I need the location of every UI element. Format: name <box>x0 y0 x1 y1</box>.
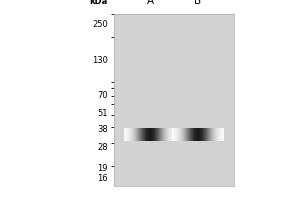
Text: 28: 28 <box>98 143 108 152</box>
Text: 19: 19 <box>98 164 108 173</box>
Text: A: A <box>146 0 154 6</box>
Text: 16: 16 <box>98 174 108 183</box>
Text: 130: 130 <box>92 56 108 65</box>
Text: kDa: kDa <box>90 0 108 6</box>
Text: 38: 38 <box>97 125 108 134</box>
Text: 250: 250 <box>92 20 108 29</box>
Text: B: B <box>194 0 202 6</box>
Text: 70: 70 <box>98 91 108 100</box>
Text: 51: 51 <box>98 109 108 118</box>
